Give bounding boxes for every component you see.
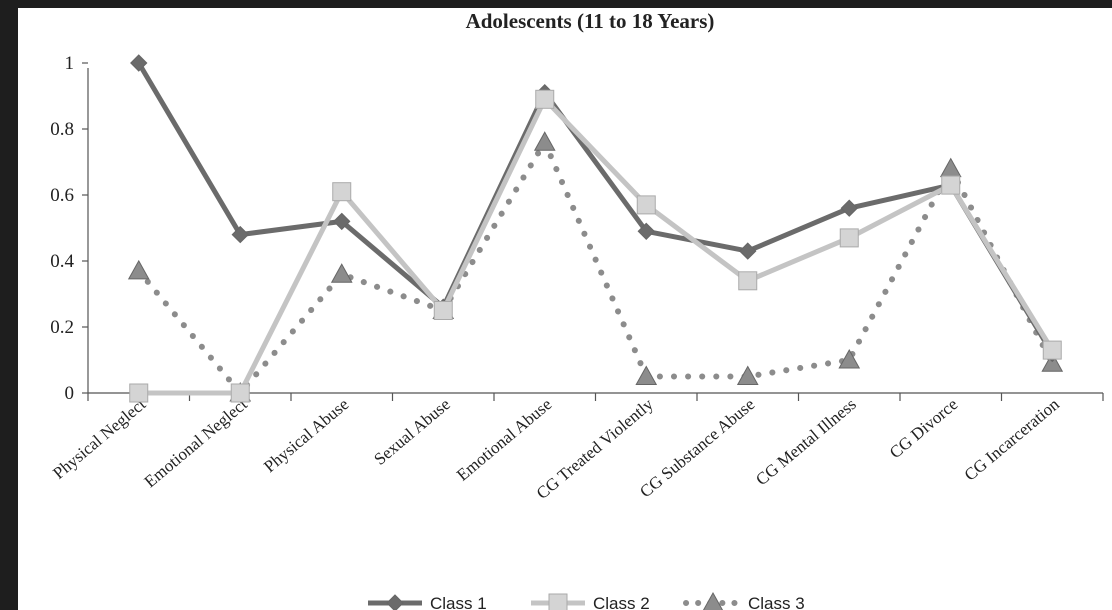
legend-item: Class 3	[683, 591, 805, 610]
x-category-label: Sexual Abuse	[370, 395, 453, 469]
y-tick-label: 0.6	[50, 185, 74, 206]
data-point	[636, 195, 656, 215]
data-point	[939, 157, 962, 178]
legend: Class 1 Class 2 Class 3	[368, 591, 805, 610]
data-point	[736, 365, 759, 385]
x-category-label: Physical Abuse	[260, 395, 352, 477]
data-point	[332, 182, 352, 202]
data-point	[127, 259, 150, 280]
data-point	[129, 383, 149, 403]
chart-canvas: Adolescents (11 to 18 Years) 0 0.2 0.4 0.6 0…	[18, 8, 1112, 610]
data-point	[635, 365, 658, 385]
series-line	[135, 139, 1056, 396]
series-2	[129, 89, 1062, 403]
x-category-label: CG Incarceration	[961, 394, 1064, 484]
data-point	[1042, 340, 1062, 360]
x-category-label: Emotional Abuse	[453, 395, 555, 485]
y-tick-label: 1	[65, 53, 75, 74]
x-category-label: Physical Neglect	[49, 394, 149, 482]
x-category-label: Emotional Neglect	[141, 394, 251, 491]
series-3	[127, 131, 1064, 402]
data-point	[839, 228, 859, 248]
series-line	[136, 61, 1055, 355]
data-point	[535, 89, 555, 109]
y-axis-ticks: 0 0.2 0.4 0.6 0.8 1	[50, 53, 88, 404]
line-chart: Adolescents (11 to 18 Years) 00.20.40.60…	[49, 9, 1104, 610]
data-point	[231, 225, 249, 244]
data-point	[533, 131, 556, 151]
chart-title: Adolescents (11 to 18 Years)	[466, 9, 715, 33]
x-category-label: CG Divorce	[886, 395, 962, 463]
data-point	[637, 222, 655, 241]
series-layer	[127, 54, 1064, 403]
legend-label: Class 2	[593, 594, 650, 610]
legend-marker	[702, 591, 724, 610]
legend-marker	[548, 593, 568, 610]
data-point	[840, 199, 858, 217]
legend-label: Class 1	[430, 594, 487, 610]
series-line	[138, 96, 1055, 396]
data-point	[433, 301, 453, 320]
data-point	[130, 54, 148, 72]
data-point	[838, 348, 861, 369]
legend-label: Class 3	[748, 594, 805, 610]
data-point	[1041, 352, 1064, 372]
data-point	[333, 212, 351, 231]
y-tick-label: 0.2	[50, 317, 74, 338]
data-point	[739, 242, 757, 260]
x-category-label: CG Mental Illness	[752, 395, 860, 490]
y-tick-label: 0	[65, 383, 75, 404]
y-tick-label: 0.8	[50, 119, 74, 140]
data-point	[738, 271, 758, 291]
legend-item: Class 2	[531, 593, 650, 610]
data-point	[330, 263, 353, 283]
data-point	[230, 383, 250, 403]
y-tick-label: 0.4	[50, 251, 74, 272]
data-point	[941, 175, 961, 195]
legend-marker	[386, 594, 404, 610]
legend-item: Class 1	[368, 594, 487, 610]
series-1	[130, 54, 1061, 363]
